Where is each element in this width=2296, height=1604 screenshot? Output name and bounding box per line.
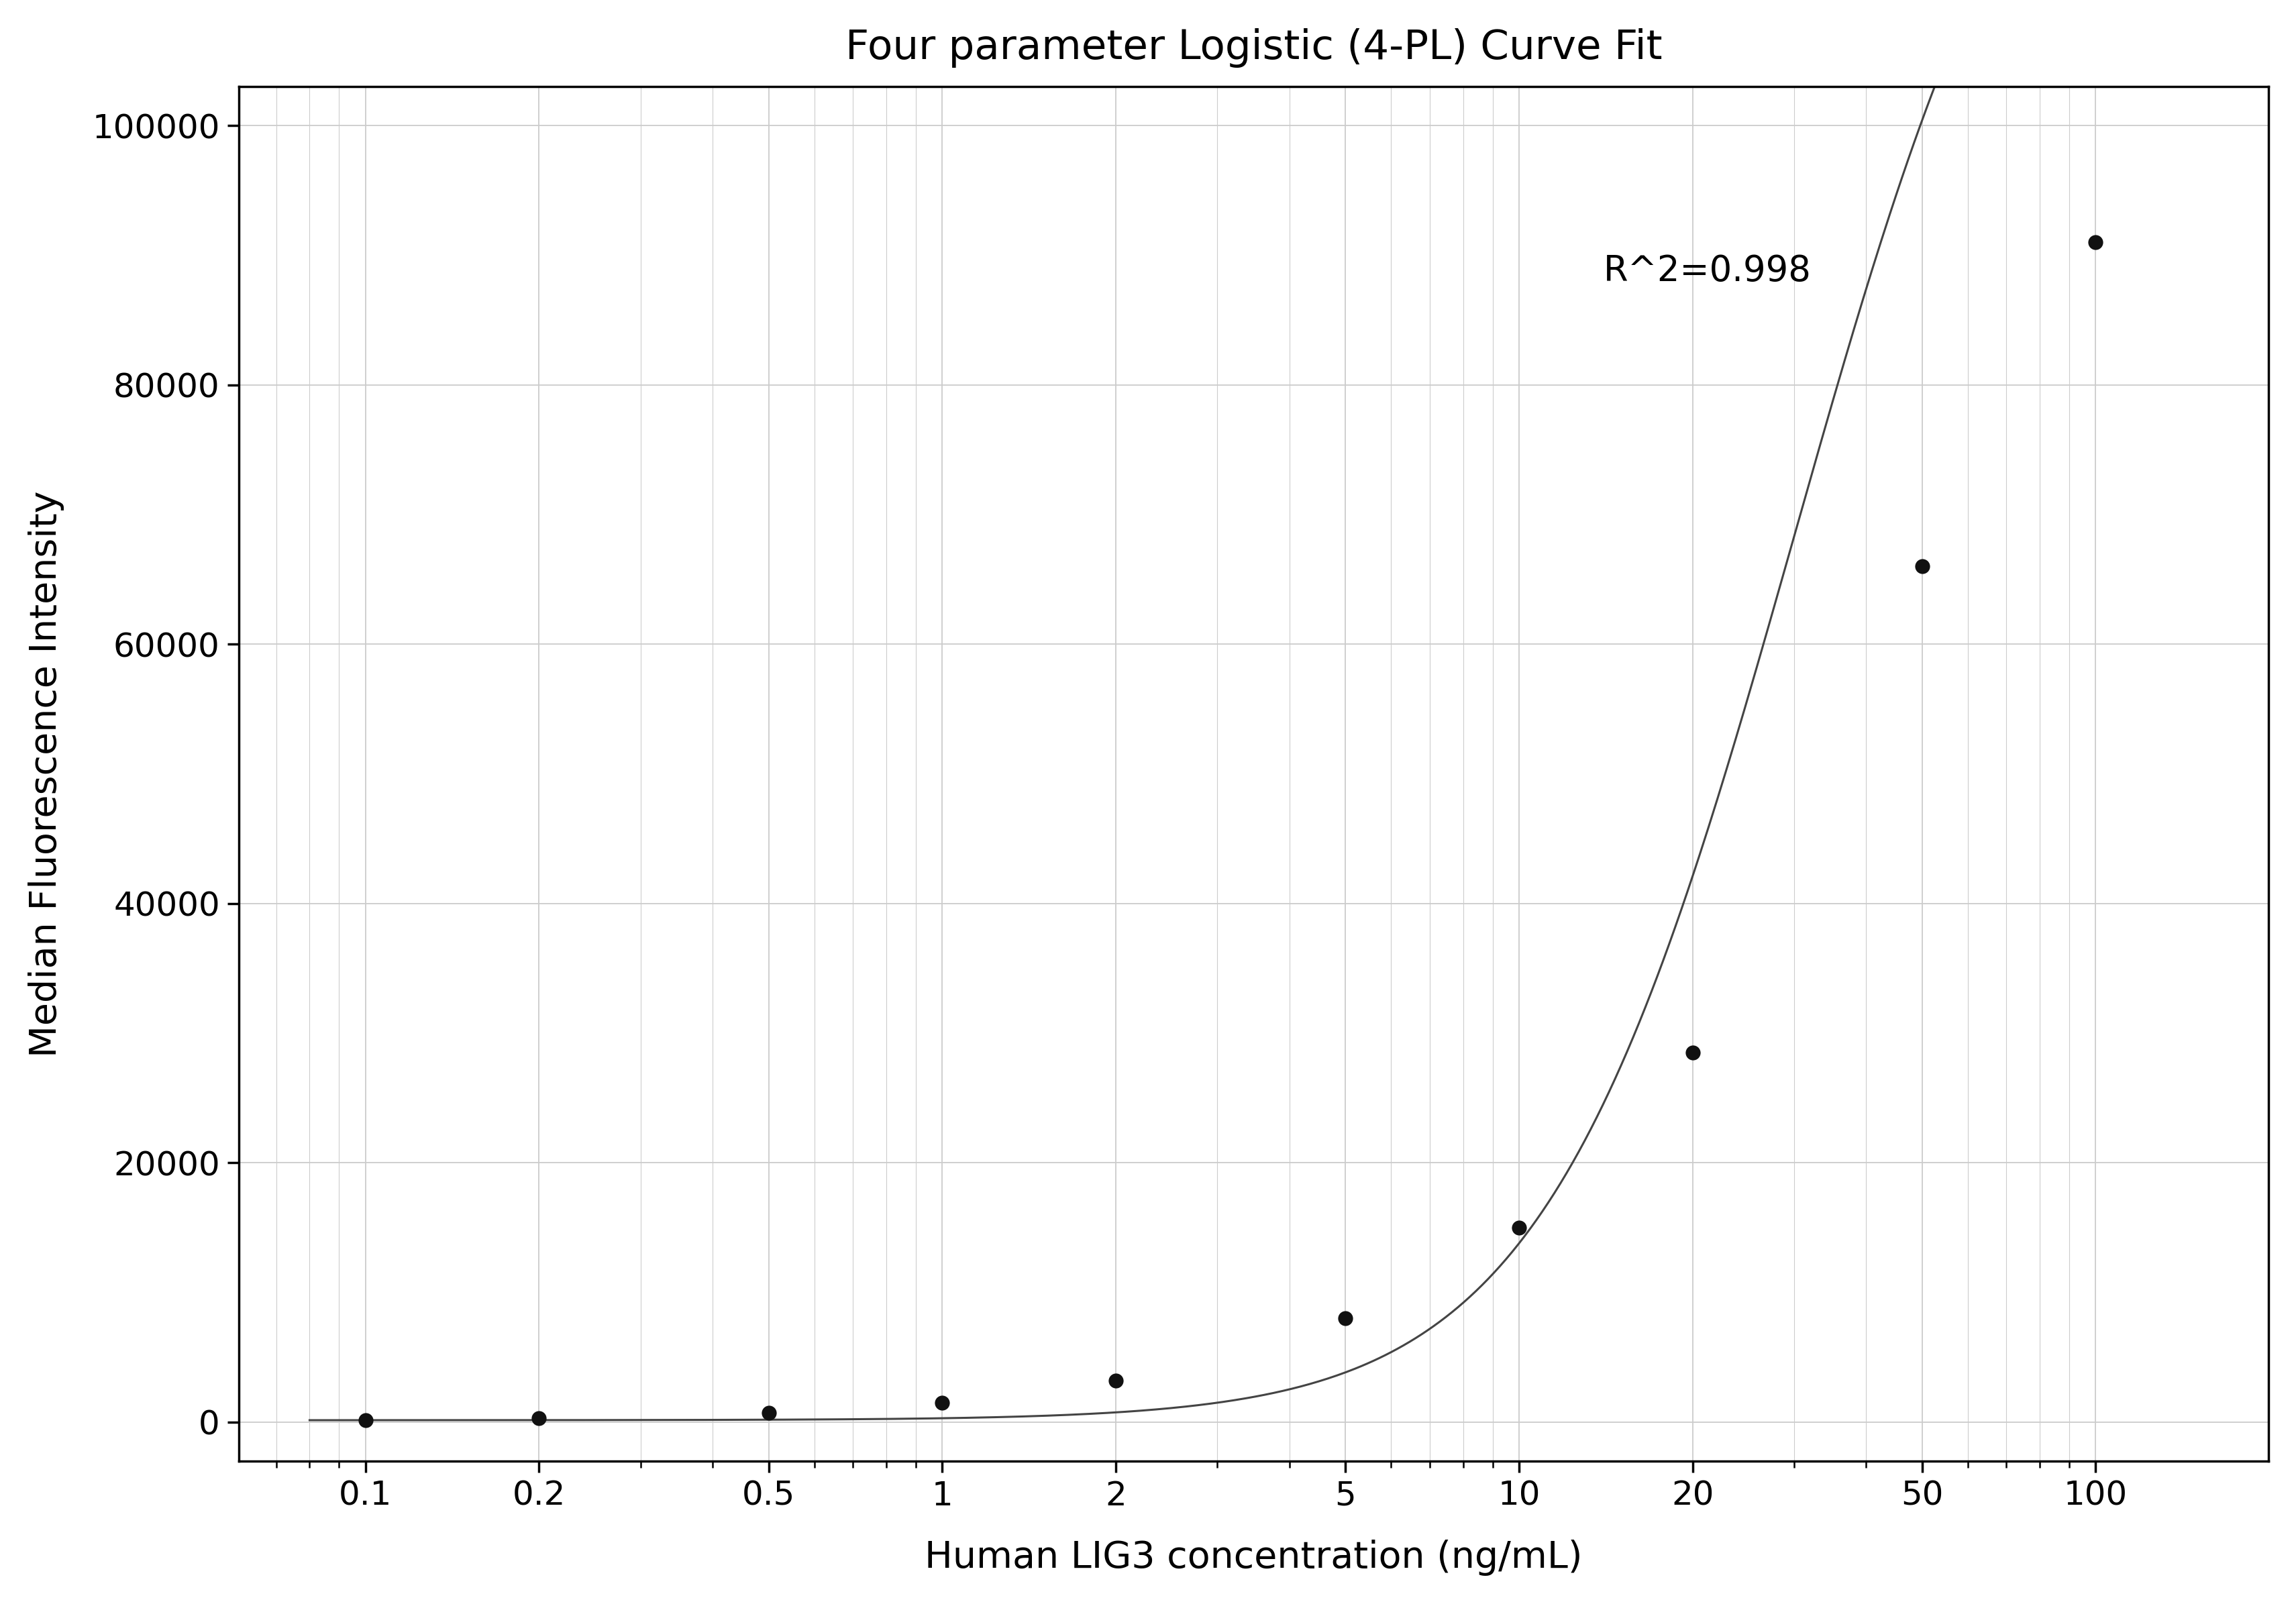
Title: Four parameter Logistic (4-PL) Curve Fit: Four parameter Logistic (4-PL) Curve Fit bbox=[845, 27, 1662, 67]
Text: R^2=0.998: R^2=0.998 bbox=[1603, 253, 1812, 289]
Y-axis label: Median Fluorescence Intensity: Median Fluorescence Intensity bbox=[28, 491, 64, 1057]
X-axis label: Human LIG3 concentration (ng/mL): Human LIG3 concentration (ng/mL) bbox=[925, 1540, 1582, 1577]
